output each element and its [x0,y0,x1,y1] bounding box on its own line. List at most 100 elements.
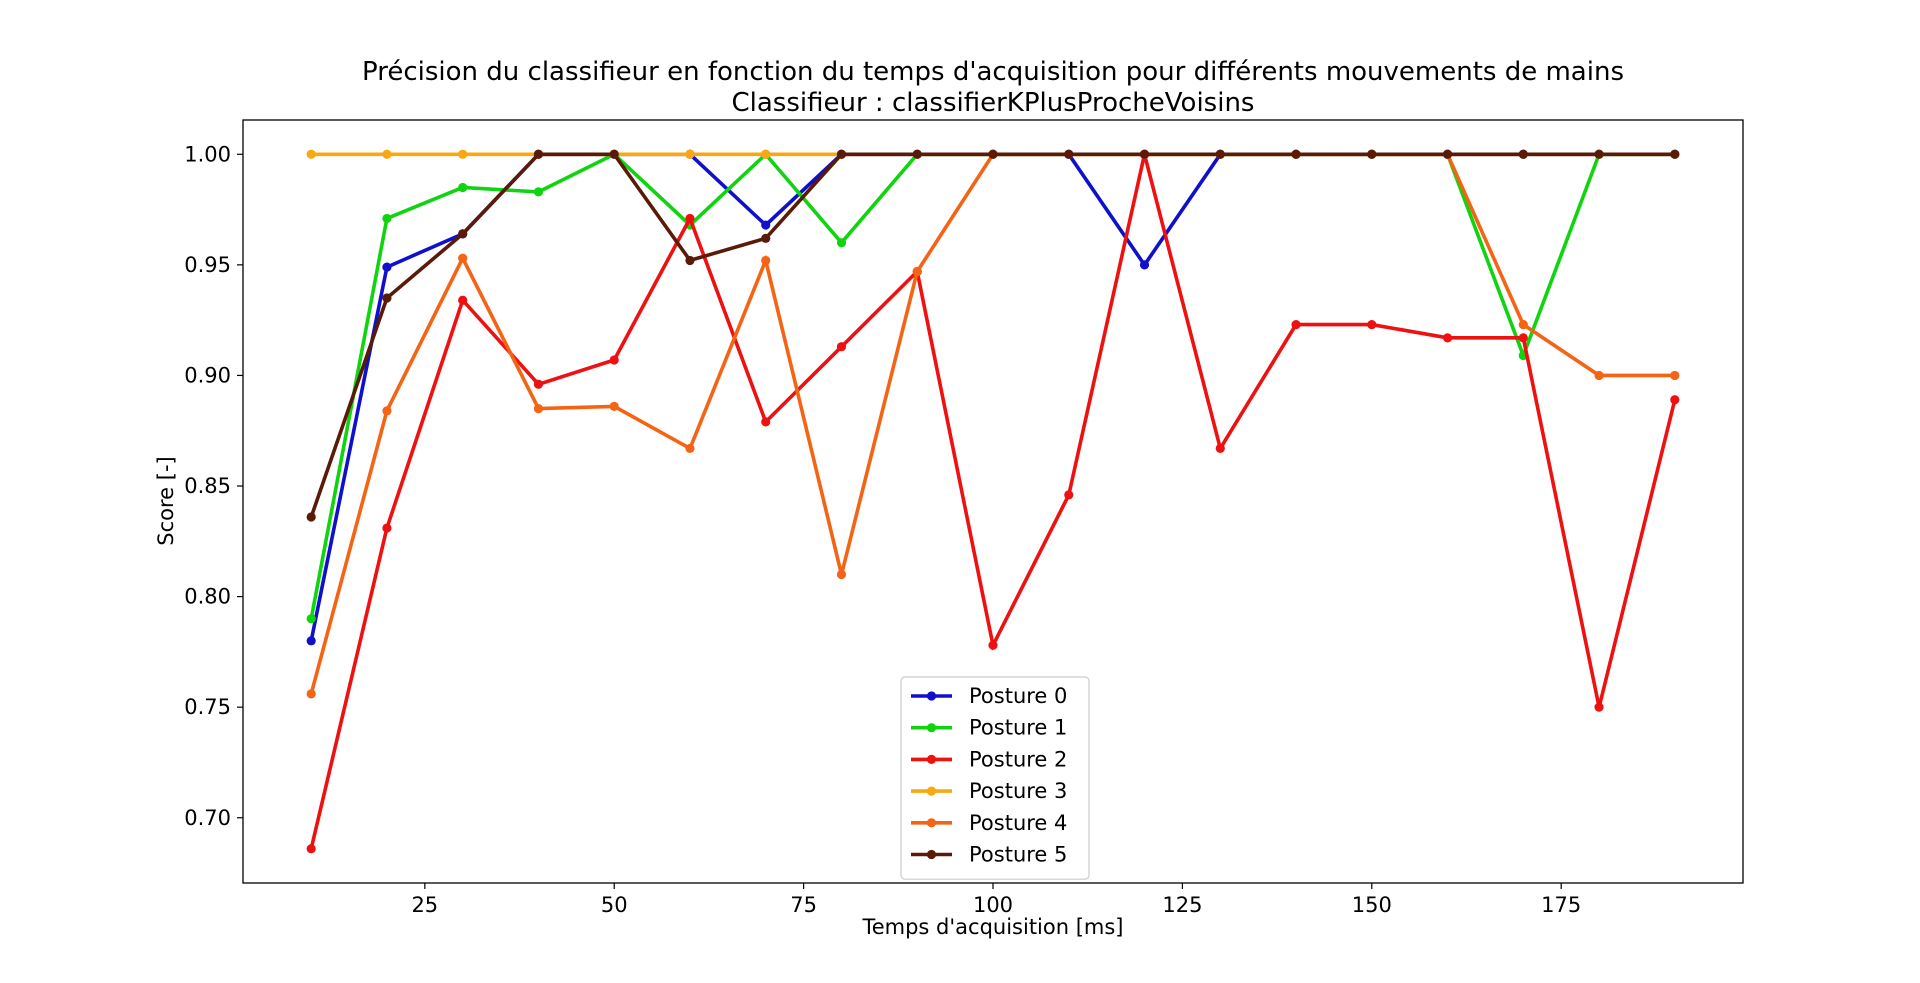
data-point [685,213,695,224]
data-point [1291,149,1301,159]
chart-subtitle: Classifieur : classifierKPlusProcheVoisi… [732,88,1255,118]
data-point [382,293,392,303]
data-point [761,255,771,266]
data-point [685,255,695,266]
series-layer [306,149,1680,854]
data-point [1670,395,1680,405]
legend-marker [926,786,937,796]
data-point [382,523,392,533]
legend-item: Posture 2 [911,747,1067,771]
data-point [382,262,392,272]
y-axis-label: Score [-] [154,456,178,545]
x-tick-label: 150 [1352,893,1392,917]
data-point [1139,260,1150,270]
data-point [306,636,316,646]
legend-item: Posture 1 [911,716,1067,740]
y-tick-label: 0.85 [184,474,231,498]
y-tick-label: 0.90 [184,363,231,387]
data-point [1594,702,1604,712]
data-point [1215,149,1225,159]
data-point [458,229,468,239]
data-point [306,149,316,159]
x-tick-label: 75 [790,893,817,917]
data-point [609,149,619,159]
x-tick-label: 125 [1162,893,1202,917]
data-point [306,689,316,699]
y-tick-label: 0.75 [184,695,231,719]
data-point [1594,149,1604,159]
data-point [685,149,695,159]
x-tick-label: 50 [601,893,628,917]
legend-marker [926,818,937,828]
data-point [836,342,847,352]
data-point [836,238,847,248]
data-point [533,404,544,414]
y-tick-label: 0.70 [184,806,231,830]
legend-label: Posture 2 [969,747,1067,771]
x-axis-label: Temps d'acquisition [ms] [861,915,1123,939]
plot-frame [242,119,1744,884]
legend: Posture 0 Posture 1 Posture 2 Posture 3 Post… [900,676,1090,880]
y-tick-label: 0.80 [184,585,231,609]
data-point [458,253,468,263]
legend-item: Posture 3 [911,779,1067,803]
data-point [761,417,771,427]
legend-item: Posture 4 [911,811,1067,835]
legend-marker [926,849,937,860]
data-point [609,401,619,412]
data-point [306,614,316,624]
data-point [988,149,998,159]
data-point [1518,149,1528,159]
data-point [533,149,544,159]
data-point [836,149,847,159]
data-point [1442,333,1453,343]
legend-label: Posture 0 [969,684,1067,708]
data-point [609,355,619,365]
data-point [458,182,468,193]
data-point [761,233,771,243]
data-point [1291,319,1301,330]
data-point [458,295,468,305]
y-tick-label: 0.95 [184,253,231,277]
legend-item: Posture 0 [911,684,1067,708]
data-point [458,149,468,159]
legend-label: Posture 1 [969,716,1067,740]
x-tick-label: 100 [973,893,1013,917]
legend-label: Posture 3 [969,779,1067,803]
data-point [1367,149,1377,159]
data-point [761,220,771,230]
legend-marker [926,723,937,733]
data-point [382,213,392,224]
data-point [1442,149,1453,159]
data-point [1670,149,1680,159]
legend-label: Posture 4 [969,811,1067,835]
data-point [988,640,998,650]
series-posture-5 [306,149,1680,522]
y-tick-label: 1.00 [184,142,231,166]
data-point [1518,319,1528,330]
data-point [836,569,847,580]
data-point [761,149,771,159]
data-point [1064,149,1074,159]
data-point [382,406,392,416]
data-point [685,443,695,454]
legend-marker [926,754,937,765]
data-point [1367,319,1377,330]
data-point [1670,370,1680,381]
axis-ticks: 25 50 75 100 125 150 175 0.70 0.75 0.80 0.85 0.90 0.… [184,142,1581,917]
data-point [1064,490,1074,500]
chart-title: Précision du classifieur en fonction du … [362,57,1624,87]
legend-marker [926,691,937,701]
data-point [912,149,922,159]
data-point [912,266,922,277]
x-tick-label: 175 [1541,893,1581,917]
data-point [533,187,544,197]
data-point [306,512,316,522]
data-point [1215,443,1225,454]
x-tick-label: 25 [411,893,438,917]
data-point [1594,370,1604,381]
data-point [306,844,316,854]
data-point [1518,333,1528,343]
legend-label: Posture 5 [969,843,1067,867]
